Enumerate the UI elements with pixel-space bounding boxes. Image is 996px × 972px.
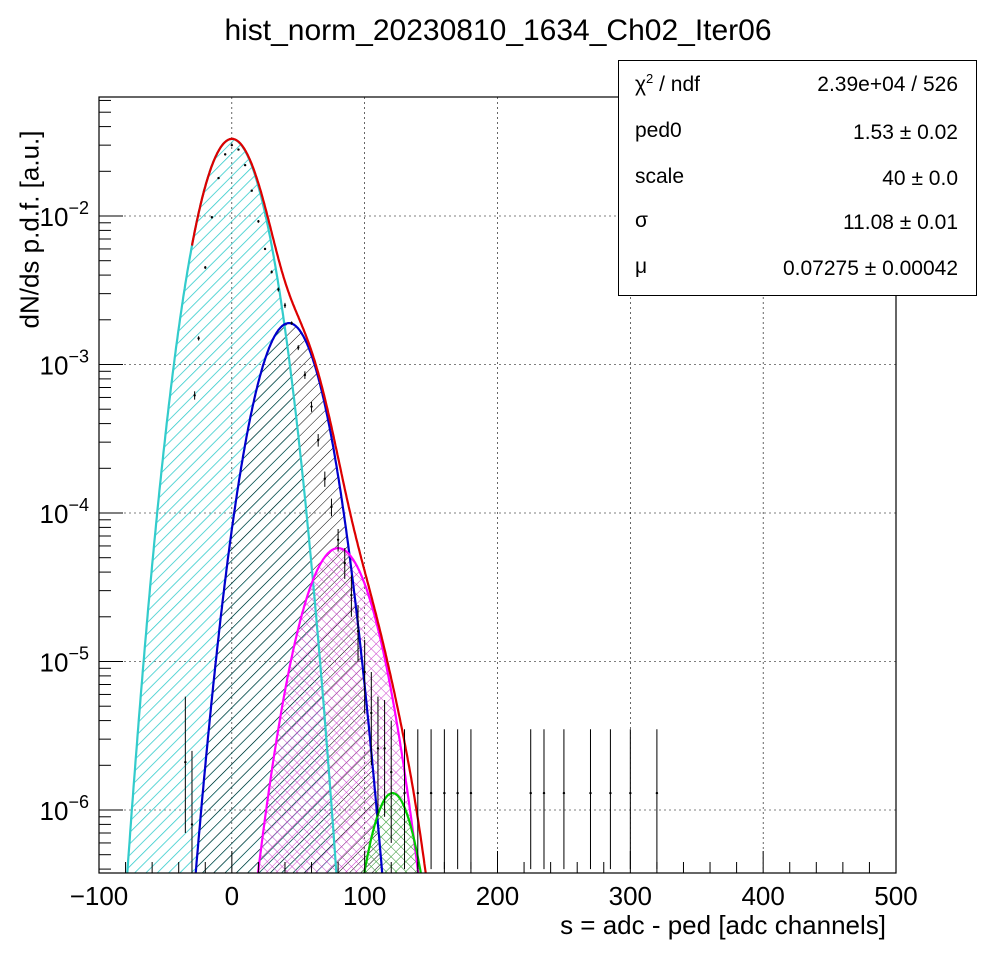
- fit-stats-box: χ2 / ndf 2.39e+04 / 526 ped0 1.53 ± 0.02…: [618, 60, 977, 296]
- stat-row-chi2: χ2 / ndf 2.39e+04 / 526: [619, 61, 976, 107]
- data-point: [403, 791, 406, 795]
- data-point: [217, 176, 220, 180]
- data-point: [655, 791, 659, 795]
- stat-row-ped0: ped0 1.53 ± 0.02: [619, 109, 976, 155]
- y-tick-label: 10−4: [40, 495, 89, 529]
- stat-name: σ: [635, 209, 648, 232]
- data-point: [376, 747, 380, 750]
- data-point: [277, 288, 280, 291]
- data-point: [243, 163, 247, 167]
- component-fill: [358, 793, 428, 873]
- data-point: [456, 791, 459, 795]
- stat-name: ped0: [635, 119, 682, 142]
- stat-name: scale: [635, 165, 685, 188]
- y-tick-labels: 10−2 10−3 10−4 10−5 10−6: [40, 198, 89, 826]
- component-curve: [194, 322, 384, 873]
- stat-name: χ2 / ndf: [635, 71, 700, 96]
- data-point: [290, 321, 293, 325]
- stat-value: 40 ± 0.0: [882, 167, 958, 190]
- x-axis-label: s = adc - ped [adc channels]: [560, 910, 886, 940]
- y-tick-label: 10−3: [40, 347, 89, 381]
- stat-row-mu: μ 0.07275 ± 0.00042: [619, 245, 976, 291]
- data-point: [223, 153, 227, 156]
- stat-value: 2.39e+04 / 526: [817, 73, 958, 96]
- data-point: [390, 770, 393, 774]
- chart-title: hist_norm_20230810_1634_Ch02_Iter06: [224, 14, 772, 47]
- x-tick-label: 200: [476, 881, 519, 911]
- fit-curves: [126, 137, 427, 873]
- y-tick-label: 10−2: [40, 198, 89, 232]
- stat-value: 0.07275 ± 0.00042: [782, 257, 958, 280]
- data-point: [270, 270, 273, 274]
- data-point: [184, 760, 187, 764]
- data-point: [330, 505, 333, 509]
- data-point: [370, 711, 373, 715]
- data-point: [297, 346, 300, 349]
- data-point: [283, 304, 287, 307]
- data-point: [529, 791, 532, 795]
- data-point: [303, 373, 307, 377]
- stat-row-scale: scale 40 ± 0.0: [619, 155, 976, 201]
- data-point: [429, 791, 433, 795]
- component-fill: [253, 548, 423, 873]
- stat-value: 1.53 ± 0.02: [853, 121, 958, 144]
- stat-name: μ: [635, 255, 648, 278]
- stat-value: 11.08 ± 0.01: [842, 211, 958, 234]
- y-tick-label: 10−6: [40, 792, 89, 826]
- data-point: [237, 148, 240, 151]
- data-point: [197, 337, 200, 340]
- data-point: [263, 247, 267, 251]
- x-tick-labels: −100 0 100 200 300 400 500: [70, 881, 918, 911]
- data-point: [469, 791, 473, 795]
- data-point: [609, 791, 612, 795]
- data-point: [310, 405, 313, 408]
- data-point: [230, 143, 234, 147]
- data-point: [350, 593, 353, 597]
- stat-row-sigma: σ 11.08 ± 0.01: [619, 199, 976, 245]
- x-tick-label: 400: [741, 881, 784, 911]
- data-point: [363, 670, 366, 674]
- x-tick-label: 300: [609, 881, 652, 911]
- data-point: [356, 629, 360, 633]
- data-point: [542, 791, 546, 795]
- data-point: [250, 189, 253, 192]
- data-point: [193, 394, 196, 397]
- data-point: [629, 791, 632, 795]
- x-tick-label: 100: [343, 881, 386, 911]
- data-point: [190, 823, 194, 826]
- component-curve: [363, 792, 422, 873]
- data-point: [336, 538, 340, 541]
- data-point: [257, 220, 260, 223]
- data-point: [343, 561, 346, 565]
- x-tick-label: 0: [225, 881, 239, 911]
- data-point: [383, 747, 386, 750]
- data-point: [323, 477, 327, 480]
- data-point: [210, 216, 214, 219]
- data-point: [443, 791, 446, 795]
- x-tick-label: −100: [70, 881, 129, 911]
- x-tick-label: 500: [874, 881, 917, 911]
- data-point: [416, 791, 419, 795]
- total-fit-curve: [190, 137, 427, 873]
- data-point: [589, 791, 592, 795]
- y-tick-label: 10−5: [40, 644, 89, 678]
- data-point: [562, 791, 566, 795]
- component-fills: [124, 139, 428, 873]
- data-point: [316, 438, 320, 442]
- y-axis-label: dN/ds p.d.f. [a.u.]: [14, 130, 45, 329]
- axis-ticks: [98, 99, 897, 873]
- data-point: [204, 266, 207, 269]
- data-points: [184, 143, 659, 873]
